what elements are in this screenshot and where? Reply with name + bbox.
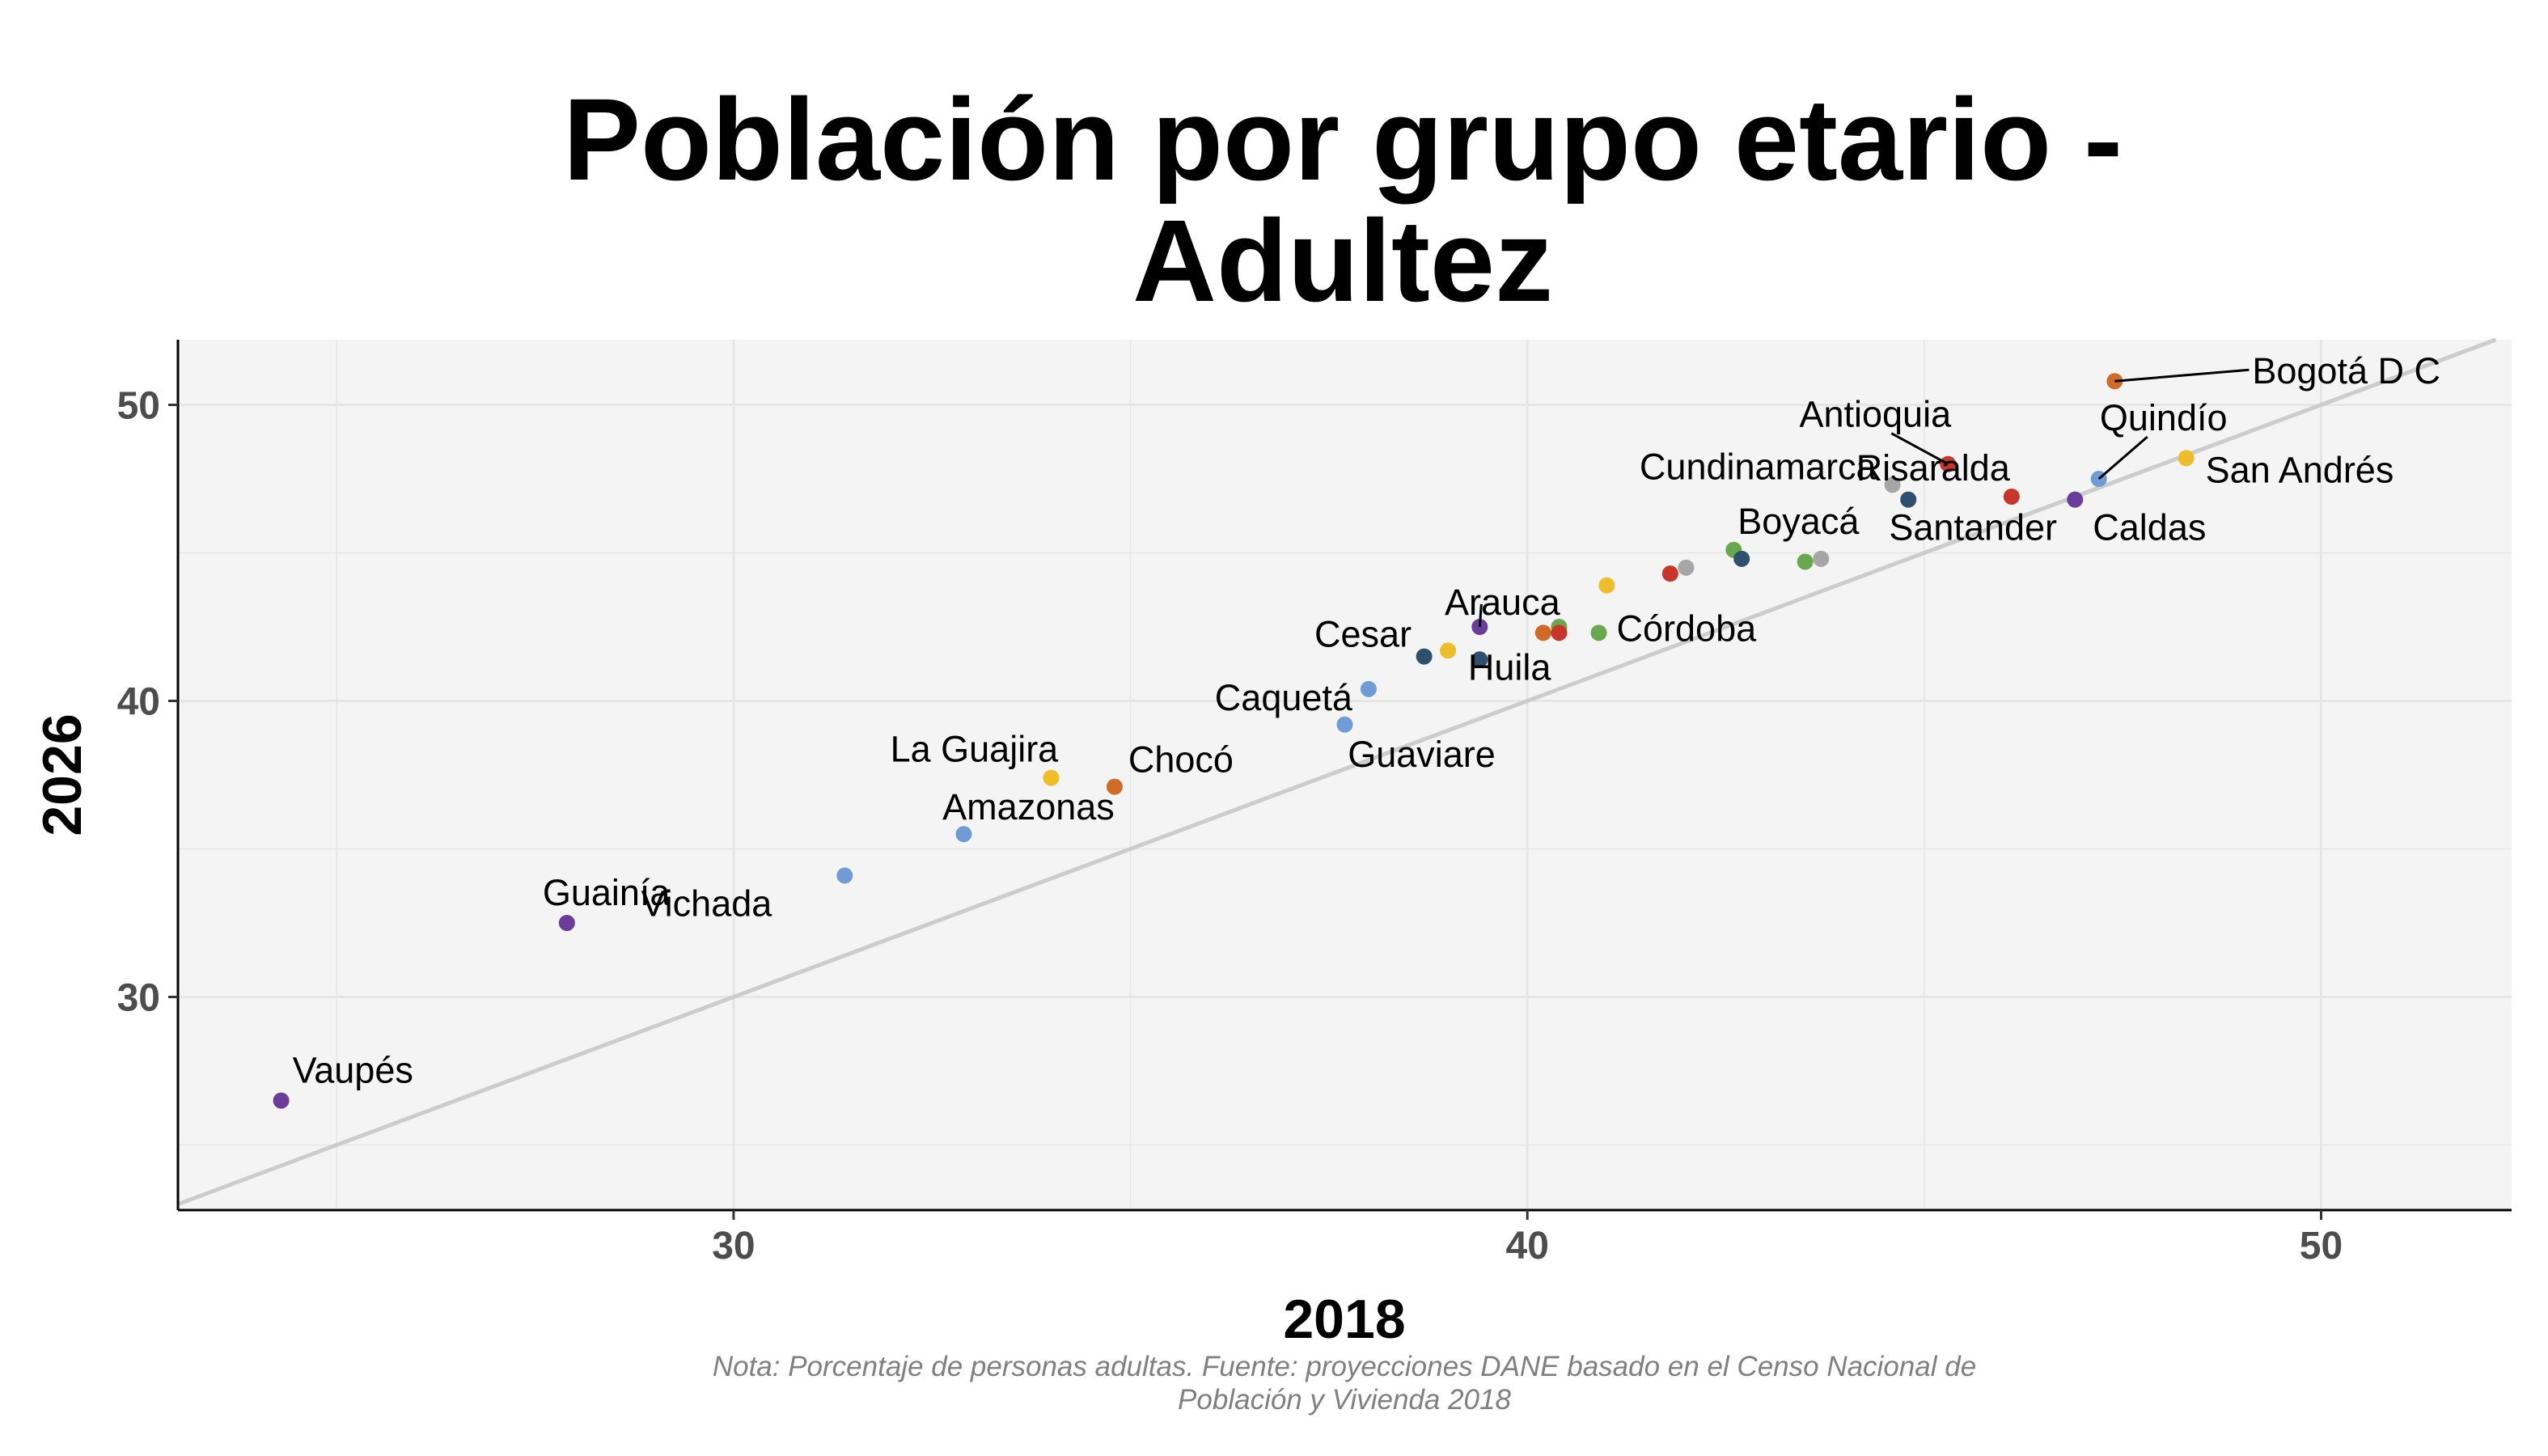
data-point <box>955 826 972 843</box>
data-point <box>1590 624 1607 641</box>
point-label: La Guajira <box>891 729 1060 770</box>
data-point <box>273 1092 290 1109</box>
point-label: Santander <box>1889 507 2057 548</box>
y-tick-label: 40 <box>117 681 160 724</box>
point-label: Guainía <box>543 872 671 913</box>
data-point <box>1661 565 1678 582</box>
x-tick-label: 40 <box>1506 1225 1549 1268</box>
data-point <box>1336 716 1353 733</box>
ticks-layer: 30 40 50 30 40 50 <box>117 385 2343 1268</box>
data-point <box>1797 553 1814 570</box>
data-point <box>1733 550 1750 567</box>
point-label: Córdoba <box>1617 607 1758 649</box>
point-label: Cundinamarca <box>1640 446 1877 487</box>
data-point <box>2003 488 2020 505</box>
data-point <box>836 867 853 884</box>
data-point <box>1416 648 1433 665</box>
data-point <box>2178 450 2195 467</box>
data-point <box>1813 550 1830 567</box>
point-label: Vichada <box>641 882 772 924</box>
point-label: Arauca <box>1445 582 1561 623</box>
grid-layer <box>178 340 2512 1210</box>
x-axis-title: 2018 <box>1283 1289 1405 1350</box>
data-point <box>1360 680 1377 697</box>
data-point <box>1471 651 1488 668</box>
data-point <box>1900 491 1917 508</box>
point-label: Risaralda <box>1856 447 2011 489</box>
data-point <box>1106 778 1123 795</box>
point-label: Guaviare <box>1348 734 1496 775</box>
point-label: Caldas <box>2093 507 2206 548</box>
y-tick-label: 50 <box>117 385 160 428</box>
point-label: Amazonas <box>942 786 1115 827</box>
point-label: Caquetá <box>1215 677 1353 718</box>
data-point <box>1678 559 1695 576</box>
data-point <box>558 914 575 931</box>
point-label: Huila <box>1468 646 1552 688</box>
label-leader-line <box>1478 603 1483 628</box>
points-layer <box>273 373 2195 1109</box>
y-axis-title: 2026 <box>32 713 93 836</box>
point-label: San Andrés <box>2206 449 2394 490</box>
data-point <box>1043 769 1060 786</box>
caption-line-2: Población y Vivienda 2018 <box>1178 1384 1511 1416</box>
x-tick-label: 30 <box>712 1225 755 1268</box>
reference-line <box>177 337 2497 1207</box>
label-leader-line <box>2114 368 2250 383</box>
point-label: Bogotá D C <box>2252 350 2440 392</box>
data-point <box>1551 624 1568 641</box>
point-label: Antioquia <box>1799 394 1952 435</box>
plot-panel <box>178 340 2512 1210</box>
label-leader-line <box>1890 432 1949 466</box>
caption-line-1: Nota: Porcentaje de personas adultas. Fu… <box>713 1351 1976 1382</box>
x-tick-label: 50 <box>2300 1225 2343 1268</box>
point-label: Quindío <box>2100 397 2228 438</box>
point-label: Cesar <box>1314 613 1412 654</box>
y-tick-label: 30 <box>117 976 160 1019</box>
chart-title-line-2: Adultez <box>1132 196 1553 326</box>
point-label: Chocó <box>1128 739 1234 781</box>
data-point <box>1440 642 1457 659</box>
point-label: Boyacá <box>1737 501 1860 542</box>
data-point <box>1534 624 1551 641</box>
data-point <box>1884 476 1901 493</box>
data-point <box>1598 577 1615 594</box>
point-label: Vaupés <box>293 1050 413 1091</box>
data-point <box>2067 491 2084 508</box>
chart-title-line-1: Población por grupo etario - <box>563 74 2123 205</box>
label-leader-line <box>2097 435 2148 480</box>
